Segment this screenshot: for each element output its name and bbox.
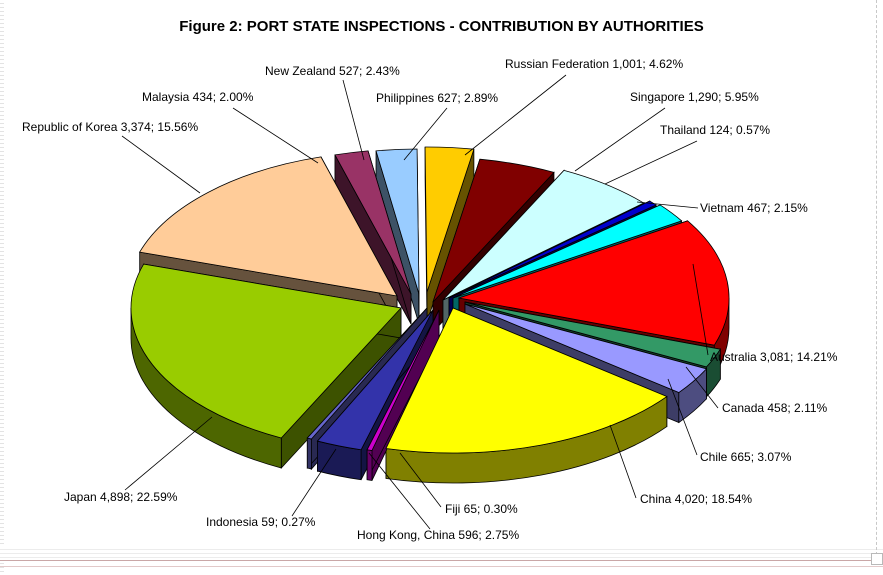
data-label-thailand: Thailand 124; 0.57%: [660, 123, 770, 137]
pie-slice-tops: [130, 146, 730, 454]
pie-leader-lines: [121, 74, 719, 530]
pie-slice-canada: [464, 301, 721, 368]
data-label-new-zealand: New Zealand 527; 2.43%: [265, 64, 400, 78]
data-label-hong-kong-china: Hong Kong, China 596; 2.75%: [357, 528, 519, 542]
data-label-china: China 4,020; 18.54%: [640, 492, 752, 506]
data-label-republic-of-korea: Republic of Korea 3,374; 15.56%: [22, 120, 198, 134]
pie-slice-malaysia: [334, 150, 412, 295]
data-label-russian-federation: Russian Federation 1,001; 4.62%: [505, 57, 683, 71]
leader-line-hong-kong-china: [368, 452, 431, 530]
data-label-canada: Canada 458; 2.11%: [722, 401, 828, 415]
leader-line-philippines: [403, 107, 448, 161]
pie-slice-new-zealand: [375, 148, 420, 295]
pie-slice-russian-federation: [432, 158, 555, 303]
chart-title: Figure 2: PORT STATE INSPECTIONS - CONTR…: [179, 18, 704, 35]
leader-line-fiji: [399, 452, 442, 508]
pie-slice-indonesia: [306, 307, 428, 440]
leader-line-australia: [692, 263, 709, 356]
data-label-philippines: Philippines 627; 2.89%: [376, 91, 498, 105]
pie-slice-chile: [464, 303, 708, 393]
leader-line-russian-federation: [464, 74, 567, 156]
pie-slice-fiji: [366, 309, 440, 451]
pie-slice-philippines: [424, 146, 475, 293]
data-label-vietnam: Vietnam 467; 2.15%: [700, 201, 808, 215]
data-label-chile: Chile 665; 3.07%: [700, 450, 792, 464]
leader-line-thailand: [604, 140, 698, 185]
pie-slice-outer-face-indonesia: [306, 437, 312, 470]
leader-line-china: [609, 424, 637, 499]
leader-line-indonesia: [291, 448, 337, 517]
slide-frame-hatch-left: [0, 0, 4, 575]
leader-line-vietnam: [636, 201, 699, 209]
pie-slice-thailand: [448, 200, 657, 299]
data-label-australia: Australia 3,081; 14.21%: [710, 350, 838, 364]
pie-slice-china: [385, 307, 668, 454]
slide-frame-hatch-bottom: [0, 546, 883, 560]
pie-slice-vietnam: [452, 204, 683, 299]
slide-frame-line-right: [876, 0, 877, 560]
leader-line-malaysia: [232, 107, 319, 164]
data-label-malaysia: Malaysia 434; 2.00%: [142, 90, 254, 104]
data-label-indonesia: Indonesia 59; 0.27%: [206, 515, 316, 529]
pie-slice-hong-kong-china: [316, 309, 434, 451]
slide-frame-line-bottom: [0, 560, 883, 561]
leader-line-canada: [685, 366, 719, 409]
pie-slice-republic-of-korea: [139, 156, 398, 297]
pie-data-labels: Russian Federation 1,001; 4.62% Singapore…: [22, 57, 838, 542]
leader-line-chile: [667, 378, 698, 456]
pie-slice-side-fiji: [366, 309, 440, 481]
leader-line-singapore: [574, 107, 666, 172]
data-label-japan: Japan 4,898; 22.59%: [64, 490, 178, 504]
data-label-fiji: Fiji 65; 0.30%: [445, 502, 518, 516]
pie-slice-australia: [457, 220, 730, 346]
pie-slice-outer-face-fiji: [366, 449, 373, 481]
data-label-singapore: Singapore 1,290; 5.95%: [630, 90, 759, 104]
leader-line-new-zealand: [342, 79, 365, 161]
slide-frame-line-bottom-secondary: [0, 566, 883, 567]
leader-line-republic-of-korea: [121, 135, 201, 194]
pie-slice-japan: [130, 263, 402, 439]
leader-line-japan: [124, 416, 213, 491]
